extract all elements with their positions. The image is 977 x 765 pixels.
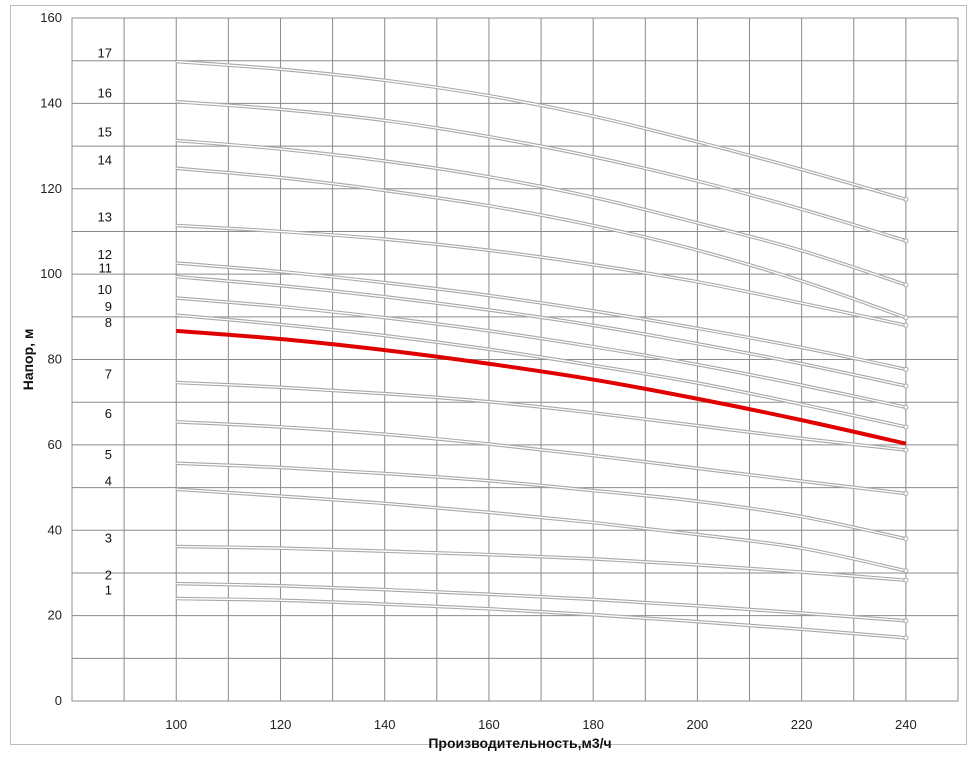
curve-13-highlight (176, 224, 907, 326)
curve-8-line (176, 328, 907, 446)
curve-17-endpoint (903, 196, 909, 202)
y-tick-label: 160 (40, 10, 62, 25)
curve-9-label: 9 (105, 299, 112, 314)
curve-3-endpoint (903, 577, 909, 583)
curve-7-endpoint (903, 447, 909, 453)
curve-15-label: 15 (98, 125, 112, 140)
curve-1-highlight (176, 597, 906, 639)
curve-11-endpoint (903, 383, 909, 389)
curve-12-label: 12 (98, 247, 112, 262)
curve-17-label: 17 (98, 46, 112, 61)
curve-2-endpoint (903, 618, 909, 624)
curve-16-endpoint (903, 238, 909, 244)
curve-13-label: 13 (98, 209, 112, 224)
curve-6-highlight (176, 421, 906, 495)
curve-5-endpoint (903, 536, 909, 542)
curve-17-highlight (176, 60, 907, 201)
x-tick-label: 120 (270, 717, 292, 732)
curve-9-endpoint (903, 424, 909, 430)
y-tick-label: 40 (48, 522, 62, 537)
curve-5-label: 5 (105, 447, 112, 462)
x-tick-label: 140 (374, 717, 396, 732)
curve-5-highlight (176, 462, 907, 540)
x-tick-label: 220 (791, 717, 813, 732)
curve-7-label: 7 (105, 367, 112, 382)
y-tick-label: 60 (48, 437, 62, 452)
x-tick-label: 200 (687, 717, 709, 732)
x-tick-label: 240 (895, 717, 917, 732)
curve-10-highlight (176, 297, 907, 408)
x-tick-label: 180 (582, 717, 604, 732)
curve-8-label: 8 (105, 315, 112, 330)
curve-14-label: 14 (98, 152, 112, 167)
curve-1-label: 1 (105, 583, 112, 598)
curve-16-label: 16 (98, 86, 112, 101)
y-tick-label: 80 (48, 352, 62, 367)
curve-11-highlight (176, 276, 907, 387)
grid (71, 17, 959, 702)
curve-1-endpoint (903, 635, 909, 641)
curve-3-label: 3 (105, 530, 112, 545)
curve-12-highlight (176, 262, 907, 370)
curve-9-highlight (176, 314, 907, 428)
x-tick-label: 160 (478, 717, 500, 732)
y-tick-label: 120 (40, 181, 62, 196)
curve-10-label: 10 (98, 282, 112, 297)
curve-7-highlight (176, 381, 906, 451)
curve-10-endpoint (903, 404, 909, 410)
curve-6-label: 6 (105, 406, 112, 421)
y-tick-label: 0 (55, 693, 62, 708)
curve-3-highlight (176, 545, 906, 581)
curve-15-endpoint (903, 282, 909, 288)
y-tick-label: 100 (40, 266, 62, 281)
curves (176, 59, 909, 641)
curve-14-endpoint (903, 315, 909, 321)
curve-4-endpoint (903, 568, 909, 574)
curve-6-endpoint (903, 491, 909, 497)
curve-4-label: 4 (105, 473, 112, 488)
curve-14-highlight (176, 167, 907, 319)
tick-labels: 0 20 40 60 80 100 120 140 160 100 120 140 160 180 200 2… (40, 10, 916, 732)
curve-12-endpoint (903, 366, 909, 372)
curve-2-highlight (176, 582, 906, 622)
curve-13-endpoint (903, 322, 909, 328)
x-axis-title: Производительность,м3/ч (428, 735, 611, 751)
x-tick-label: 100 (165, 717, 187, 732)
chart-frame (10, 5, 967, 745)
curve-2-label: 2 (105, 568, 112, 583)
curve-4-highlight (176, 488, 907, 572)
curve-16-highlight (176, 101, 907, 242)
curve-11-label: 11 (99, 261, 113, 276)
curve-15-highlight (176, 139, 907, 286)
y-tick-label: 20 (48, 608, 62, 623)
y-tick-label: 140 (40, 95, 62, 110)
y-axis-title: Напор, м (20, 329, 36, 391)
